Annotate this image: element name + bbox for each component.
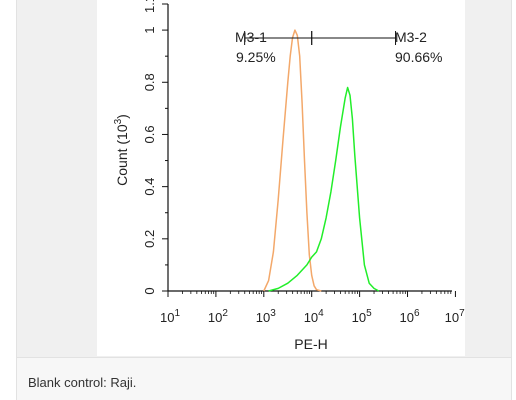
y-tick-label: 0.2 — [142, 230, 157, 248]
x-tick-label: 103 — [256, 308, 276, 325]
gate-2-percent: 90.66% — [395, 49, 442, 65]
caption-bar: Blank control: Raji. — [16, 358, 512, 400]
histogram-chart: 0 0.2 0.4 0.6 0.8 1 1.1 101 102 103 104 105 106 107..… — [113, 0, 465, 352]
y-tick-label: 0.6 — [142, 125, 157, 143]
gate-1-name: M3-1 — [235, 29, 267, 45]
histogram-series-1 — [263, 29, 322, 292]
y-tick-label: 0.4 — [142, 178, 157, 196]
axes-layer: 0 0.2 0.4 0.6 0.8 1 1.1 101 102 103 104 105 106 107.. — [142, 0, 465, 325]
figure-panel: 0 0.2 0.4 0.6 0.8 1 1.1 101 102 103 104 105 106 107..… — [16, 0, 512, 358]
y-tick-label: 0 — [142, 287, 157, 294]
x-tick-label: 107.. — [445, 308, 465, 325]
histogram-series-2 — [268, 86, 380, 292]
y-tick-label: 1.1 — [142, 0, 157, 13]
series-layer — [263, 29, 380, 292]
figure-caption: Blank control: Raji. — [28, 375, 137, 390]
x-tick-label: 102 — [208, 308, 228, 325]
gates-layer: M3-1 9.25% M3-2 90.66% — [235, 29, 442, 65]
y-tick-label: 0.8 — [142, 73, 157, 91]
x-tick-label: 105 — [352, 308, 372, 325]
gate-1-percent: 9.25% — [236, 49, 276, 65]
y-tick-label: 1 — [142, 26, 157, 33]
x-tick-label: 104 — [304, 308, 324, 325]
x-tick-label: 101 — [160, 308, 180, 325]
y-axis-label: Count (103) — [113, 114, 130, 186]
x-axis-label: PE-H — [294, 336, 327, 352]
histogram-figure: 0 0.2 0.4 0.6 0.8 1 1.1 101 102 103 104 105 106 107..… — [97, 0, 465, 356]
x-tick-label: 106 — [400, 308, 420, 325]
gate-2-name: M3-2 — [395, 29, 427, 45]
